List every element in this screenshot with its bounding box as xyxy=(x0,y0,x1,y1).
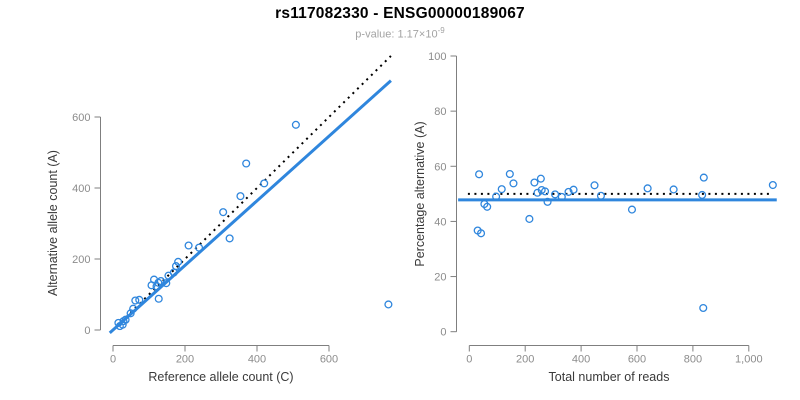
data-point xyxy=(505,169,514,179)
data-point xyxy=(699,303,708,313)
left-plot: 0 200 400 600 0 200 400 600 xyxy=(72,55,393,366)
data-point xyxy=(194,243,204,252)
y-tick-label: 20 xyxy=(434,272,446,284)
data-point xyxy=(242,159,251,168)
data-point xyxy=(530,178,539,187)
data-point xyxy=(669,185,678,194)
identity-line xyxy=(111,55,392,332)
data-point xyxy=(569,185,578,194)
right-plot: 0 20 40 60 80 100 0 200 400 600 800 1,000 xyxy=(428,51,777,366)
data-point xyxy=(131,296,140,305)
p-value-subtitle: p-value: 1.17×10-9 xyxy=(0,26,800,41)
data-point xyxy=(236,192,245,201)
x-tick-label: 600 xyxy=(628,354,646,366)
data-point xyxy=(497,185,506,194)
data-point xyxy=(699,173,708,182)
data-point xyxy=(225,234,234,243)
x-tick-label: 400 xyxy=(572,354,590,366)
y-tick-label: 0 xyxy=(84,325,90,337)
data-point xyxy=(643,184,652,193)
y-tick-label: 600 xyxy=(72,112,90,124)
right-x-axis-label: Total number of reads xyxy=(549,370,670,384)
left-x-axis-label: Reference allele count (C) xyxy=(148,370,293,384)
x-tick-label: 200 xyxy=(516,354,534,366)
data-point xyxy=(543,197,552,206)
data-point xyxy=(596,191,605,200)
data-point xyxy=(564,187,573,196)
data-point xyxy=(129,304,138,313)
page-title: rs117082330 - ENSG00000189067 xyxy=(275,5,525,22)
data-point xyxy=(557,192,566,201)
y-tick-label: 100 xyxy=(428,51,446,63)
data-point xyxy=(384,300,393,309)
data-point xyxy=(154,294,163,303)
data-point xyxy=(698,190,707,200)
data-point xyxy=(291,120,300,129)
data-point xyxy=(260,179,269,188)
data-point xyxy=(126,309,135,318)
data-point xyxy=(525,214,534,223)
data-point xyxy=(509,179,518,188)
data-point xyxy=(476,229,486,238)
y-tick-label: 400 xyxy=(72,183,90,195)
data-point xyxy=(171,262,181,271)
data-point xyxy=(121,315,130,324)
x-tick-label: 200 xyxy=(176,354,194,366)
data-point xyxy=(536,174,545,183)
left-y-axis-label: Alternative allele count (A) xyxy=(46,150,60,296)
y-tick-label: 0 xyxy=(440,327,446,339)
data-point xyxy=(475,170,484,179)
y-tick-label: 60 xyxy=(434,161,446,173)
data-point xyxy=(551,190,560,199)
data-point xyxy=(174,257,183,266)
data-point xyxy=(540,187,550,196)
x-tick-label: 600 xyxy=(320,354,338,366)
data-point xyxy=(184,241,193,250)
x-tick-label: 0 xyxy=(110,354,116,366)
data-point xyxy=(590,181,599,190)
data-point xyxy=(135,295,144,304)
x-tick-label: 0 xyxy=(466,354,472,366)
p-value-text: p-value: 1.17×10 xyxy=(355,28,438,41)
x-tick-label: 1,000 xyxy=(735,354,763,366)
data-point xyxy=(627,205,637,214)
data-point xyxy=(162,279,171,288)
x-tick-label: 800 xyxy=(684,354,702,366)
fit-line xyxy=(108,79,392,335)
y-tick-label: 40 xyxy=(434,216,446,228)
right-y-axis-label: Percentage alternative (A) xyxy=(413,121,427,266)
data-point xyxy=(483,202,492,211)
data-point xyxy=(768,180,777,190)
data-point xyxy=(219,208,228,217)
data-point xyxy=(492,192,501,201)
y-tick-label: 80 xyxy=(434,106,446,118)
y-tick-label: 200 xyxy=(72,254,90,266)
p-value-exponent: -9 xyxy=(437,26,445,35)
x-tick-label: 400 xyxy=(248,354,266,366)
